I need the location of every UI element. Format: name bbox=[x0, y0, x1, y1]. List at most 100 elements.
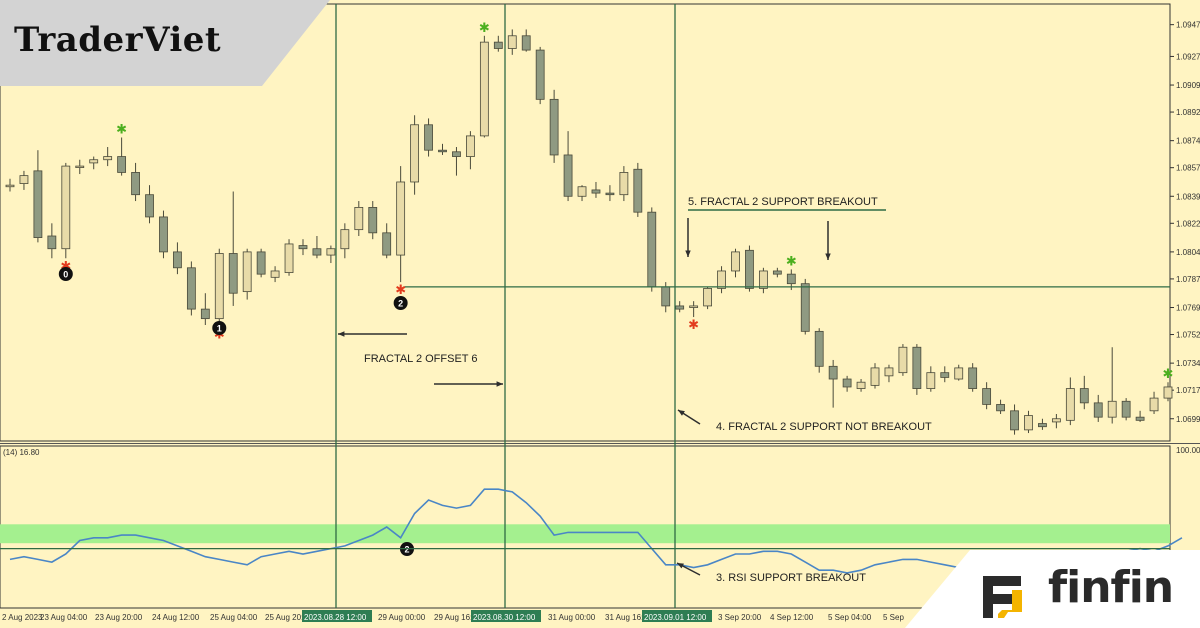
x-axis-label: 25 Aug 04:00 bbox=[210, 613, 258, 622]
candle-body bbox=[47, 235, 57, 250]
marker-badge bbox=[212, 321, 227, 335]
x-axis-label: 31 Aug 00:00 bbox=[548, 613, 596, 622]
arrow-down-2-head bbox=[825, 253, 831, 260]
candle-body bbox=[1024, 415, 1033, 431]
rsi-scale-label: 100.00 bbox=[1176, 446, 1200, 455]
candle-body bbox=[507, 35, 517, 49]
candle-body bbox=[1107, 400, 1117, 418]
arrow-down-1-head bbox=[685, 250, 691, 257]
candle-body bbox=[1135, 416, 1145, 421]
fractal-star: ✱ bbox=[60, 259, 71, 274]
rsi-header: (14) 16.80 bbox=[3, 448, 40, 457]
marker-number: 2 bbox=[398, 299, 403, 309]
y-tick-label: 1.0909 bbox=[1176, 81, 1200, 90]
candle-body bbox=[814, 330, 824, 367]
y-tick-label: 1.0787 bbox=[1176, 275, 1200, 284]
candle-body bbox=[354, 207, 364, 231]
marker-badge bbox=[393, 296, 408, 310]
y-tick-label: 1.0734 bbox=[1176, 359, 1200, 368]
candle-body bbox=[954, 367, 964, 380]
candle-body bbox=[633, 168, 643, 213]
x-label-highlight bbox=[471, 610, 541, 622]
candle-body bbox=[466, 135, 475, 157]
fractal-star: ✱ bbox=[395, 283, 406, 298]
candle-body bbox=[270, 270, 280, 278]
candle-body bbox=[1163, 386, 1173, 399]
candle-body bbox=[549, 98, 559, 156]
y-tick-label: 1.0874 bbox=[1176, 137, 1200, 146]
candle-body bbox=[758, 270, 768, 289]
candle-body bbox=[1065, 388, 1075, 421]
candle-body bbox=[717, 270, 726, 289]
traderviet-logo: TraderViet bbox=[14, 20, 222, 60]
candle-body bbox=[940, 372, 950, 378]
candle-body bbox=[89, 159, 99, 164]
candle-body bbox=[605, 192, 615, 196]
x-axis-label: 4 Sep 12:00 bbox=[770, 613, 814, 622]
candle-body bbox=[912, 346, 922, 389]
x-axis-label: 23 Aug 20:00 bbox=[95, 613, 143, 622]
candle-body bbox=[396, 181, 406, 256]
fractal-star: ✱ bbox=[786, 254, 797, 269]
candle-body bbox=[145, 194, 154, 218]
finfin-logo: finfin bbox=[1048, 562, 1174, 613]
finfin-mark-icon bbox=[983, 576, 1022, 618]
candle-body bbox=[591, 189, 601, 194]
candle-body bbox=[675, 305, 685, 310]
candle-body bbox=[870, 367, 880, 386]
candle-body bbox=[996, 404, 1005, 412]
candle-body bbox=[438, 149, 447, 153]
candle-body bbox=[982, 388, 992, 405]
candle-body bbox=[786, 273, 796, 285]
finfin-mark-j bbox=[998, 590, 1022, 618]
arrow-right-head bbox=[496, 381, 503, 387]
x-axis-label: 23 Aug 04:00 bbox=[40, 613, 88, 622]
arrow-left-head bbox=[338, 331, 345, 337]
candle-body bbox=[689, 305, 699, 308]
candle-body bbox=[19, 175, 29, 184]
candle-body bbox=[298, 245, 308, 250]
x-axis-label: 2023.09.01 12:00 bbox=[644, 613, 707, 622]
marker-number: 1 bbox=[217, 324, 222, 334]
candle-body bbox=[159, 216, 168, 253]
y-tick-label: 1.0804 bbox=[1176, 248, 1200, 257]
candle-body bbox=[521, 35, 531, 51]
candle-body bbox=[312, 248, 322, 256]
y-tick-label: 1.0857 bbox=[1176, 164, 1200, 173]
rsi-support-band bbox=[0, 524, 1170, 544]
candle-body bbox=[926, 372, 936, 389]
candle-body bbox=[647, 211, 657, 288]
x-label-highlight bbox=[302, 610, 372, 622]
fractal-star: ✱ bbox=[1163, 367, 1174, 382]
candle-body bbox=[563, 154, 573, 197]
candle-body bbox=[340, 229, 350, 250]
annotation-support-breakout: 5. FRACTAL 2 SUPPORT BREAKOUT bbox=[688, 196, 878, 208]
candle-body bbox=[131, 172, 140, 196]
annotation-not-breakout: 4. FRACTAL 2 SUPPORT NOT BREAKOUT bbox=[716, 421, 932, 433]
candle-body bbox=[1093, 402, 1103, 418]
candle-body bbox=[856, 381, 866, 389]
logo-left-bg bbox=[0, 0, 330, 86]
candle-body bbox=[117, 156, 127, 173]
logo-right-bg bbox=[905, 550, 1200, 628]
candle-body bbox=[382, 232, 392, 256]
candle-body bbox=[898, 346, 908, 374]
fractal-star: ✱ bbox=[479, 21, 490, 36]
y-tick-label: 1.0769 bbox=[1176, 304, 1200, 313]
x-axis-label: 31 Aug 16:00 bbox=[605, 613, 653, 622]
candle-body bbox=[242, 251, 252, 293]
y-tick-label: 1.0927 bbox=[1176, 52, 1200, 61]
candle-body bbox=[173, 251, 182, 269]
y-tick-label: 1.0699 bbox=[1176, 415, 1200, 424]
marker-number: 2 bbox=[404, 545, 409, 555]
candle-body bbox=[1121, 400, 1131, 418]
candle-body bbox=[103, 156, 113, 161]
candle-body bbox=[842, 378, 852, 388]
candle-body bbox=[745, 249, 754, 289]
annotation-fractal-offset: FRACTAL 2 OFFSET 6 bbox=[364, 353, 478, 365]
marker-number: 0 bbox=[63, 270, 68, 280]
fractal-star: ✱ bbox=[688, 318, 699, 333]
candle-body bbox=[186, 267, 196, 310]
candle-body bbox=[5, 184, 15, 188]
